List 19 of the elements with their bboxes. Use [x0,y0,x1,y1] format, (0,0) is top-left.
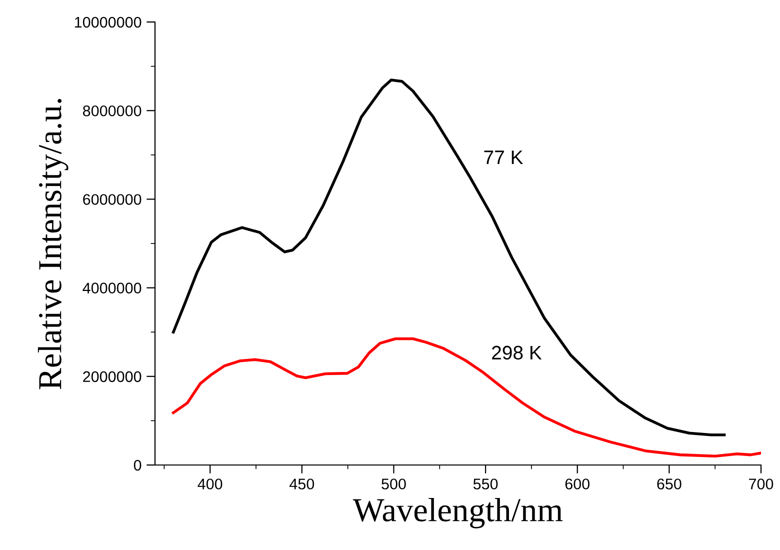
x-tick-label: 550 [473,478,498,490]
series-label: 77 K [484,150,524,164]
y-axis-title: Relative Intensity/a.u. [38,98,68,390]
line-series [172,78,726,436]
x-tick-label: 400 [198,478,222,490]
x-tick-label: 600 [565,478,590,490]
y-tick-label: 0 [134,460,142,471]
x-axis-title: Wavelength/nm [352,498,563,528]
series-label: 298 K [492,346,542,360]
x-tick-label: 500 [382,478,406,490]
x-tick-label: 450 [290,478,314,490]
y-tick-label: 2000000 [83,371,142,382]
x-tick-label: 650 [657,478,682,490]
y-tick-label: 10000000 [75,16,142,28]
y-tick-label: 4000000 [82,282,142,294]
line-series [172,337,761,458]
y-tick-label: 8000000 [83,105,142,116]
x-tick-label: 700 [749,478,774,490]
y-tick-label: 6000000 [83,194,142,205]
